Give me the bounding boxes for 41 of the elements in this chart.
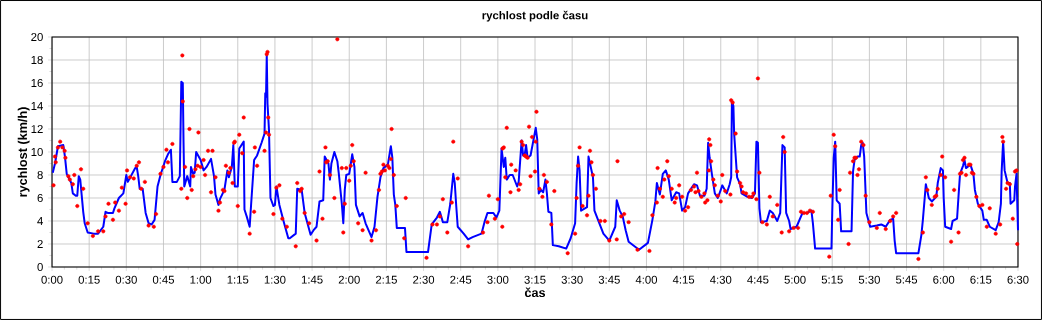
x-tick-label: 4:45 [747, 275, 769, 284]
x-tick-label: 3:30 [561, 275, 583, 284]
x-tick-label: 0:15 [78, 275, 100, 284]
x-tick-label: 4:00 [635, 275, 658, 284]
y-tick-label: 4 [37, 217, 43, 225]
x-tick-label: 6:15 [970, 275, 992, 284]
chart-title: rychlost podle času [482, 10, 588, 22]
x-tick-label: 4:15 [672, 275, 695, 284]
x-tick-label: 5:00 [784, 275, 806, 284]
y-tick-label: 6 [37, 193, 43, 202]
x-tick-label: 1:30 [264, 275, 286, 284]
y-tick-label: 0 [37, 262, 43, 271]
x-tick-label: 0:30 [115, 275, 137, 284]
x-tick-label: 1:45 [301, 275, 323, 284]
x-tick-label: 2:15 [375, 275, 397, 284]
x-tick-label: 3:15 [524, 275, 546, 284]
x-tick-label: 5:30 [858, 275, 880, 284]
x-tick-label: 0:00 [41, 275, 63, 284]
y-tick-label: 8 [37, 170, 43, 179]
y-tick-label: 14 [31, 102, 43, 110]
y-tick-label: 12 [31, 125, 43, 133]
x-tick-label: 5:15 [821, 275, 843, 284]
y-axis-title: rychlost (km/h) [17, 107, 30, 197]
x-tick-label: 6:00 [933, 275, 955, 284]
y-tick-label: 18 [31, 55, 43, 64]
x-tick-label: 5:45 [895, 275, 918, 284]
x-axis-title: čas [524, 287, 546, 298]
x-tick-label: 2:45 [450, 275, 472, 284]
y-tick-label: 20 [31, 32, 43, 41]
x-tick-label: 6:30 [1007, 275, 1029, 284]
y-tick-label: 2 [37, 240, 43, 248]
y-tick-label: 10 [31, 147, 43, 156]
x-tick-label: 2:00 [338, 275, 360, 284]
x-tick-label: 1:00 [190, 275, 212, 284]
x-tick-label: 4:30 [709, 275, 732, 284]
x-tick-label: 0:45 [152, 275, 175, 284]
x-tick-label: 3:45 [598, 275, 620, 284]
x-tick-label: 1:15 [227, 275, 249, 284]
x-tick-label: 3:00 [487, 275, 509, 284]
x-tick-label: 2:30 [413, 275, 435, 284]
y-tick-label: 16 [31, 78, 43, 87]
